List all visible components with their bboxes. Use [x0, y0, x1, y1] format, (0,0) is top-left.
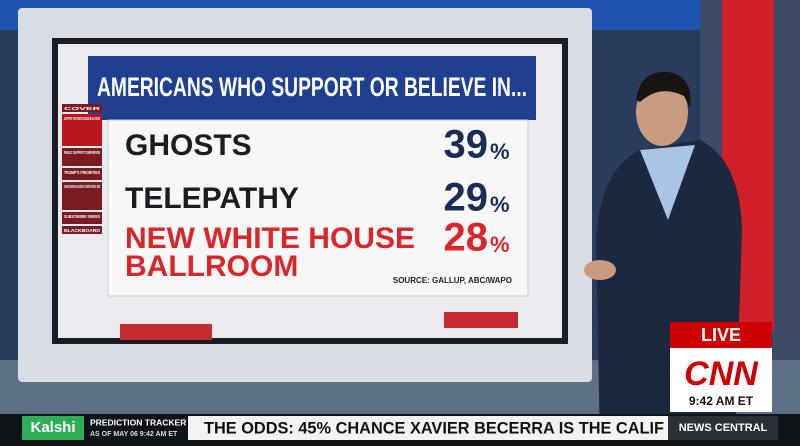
menu-item-bg: [62, 114, 102, 146]
menu-item-bg: [62, 104, 102, 112]
live-box: [670, 322, 772, 348]
menu-item: SUPPORT FOR WHITE HOUSE BALLROOM: [64, 116, 100, 121]
title-bar: [88, 56, 536, 120]
time: 9:42 AM ET: [689, 394, 754, 408]
presenter-shirt: [640, 145, 695, 220]
presenter-hands: [584, 260, 616, 280]
presenter-hair: [636, 71, 691, 108]
show: NEWS CENTRAL: [679, 422, 768, 434]
menu-item: BLACKBOARD: [64, 228, 101, 233]
menu-item: TRUMP'S PRIORITIES: [64, 170, 100, 175]
toolbar: [120, 324, 212, 340]
menu-item: COVER: [64, 106, 102, 111]
kalshi-box: [22, 416, 84, 440]
menu-item: CHANCE NEW BALLROOM IS COMPLETED BY 2028: [64, 184, 100, 189]
row-value: 29: [444, 176, 489, 220]
row-unit: %: [490, 139, 510, 164]
row-unit: %: [490, 192, 510, 217]
row-label: NEW WHITE HOUSE: [125, 222, 415, 255]
source: SOURCE: GALLUP, ABC/WAPO: [393, 276, 512, 285]
cnn-box: [670, 348, 772, 412]
ticker-as-of: AS OF MAY 06 9:42 AM ET: [90, 431, 178, 438]
menu-item-bg: [62, 182, 102, 210]
menu-item-bg: [62, 168, 102, 180]
row-label: BALLROOM: [125, 250, 298, 283]
cnn-logo: CNN: [684, 355, 759, 393]
card: [107, 119, 529, 297]
row-label: GHOSTS: [125, 129, 252, 162]
menu-item: SUBSCRIBER SERIES: [64, 214, 100, 219]
row-label: TELEPATHY: [125, 182, 299, 215]
headline: THE ODDS: 45% CHANCE XAVIER BECERRA IS T…: [204, 418, 664, 437]
rows: GHOSTS 39 % TELEPATHY 29 % NEW WHITE HOUSEBALL…: [125, 123, 510, 283]
menu-item-bg: [62, 212, 102, 224]
title: AMERICANS WHO SUPPORT OR BELIEVE IN...: [97, 72, 527, 102]
row-value: 28: [444, 216, 489, 260]
toolbar: [444, 312, 518, 328]
show-box: [668, 416, 778, 440]
row-value: 39: [444, 123, 489, 167]
headline-bar: [188, 416, 668, 440]
kalshi: Kalshi: [30, 419, 75, 436]
menu-item-bg: [62, 226, 102, 234]
menu-item-bg: [62, 148, 102, 166]
side-menu: COVER SUPPORT FOR WHITE HOUSE BALLROOM PUB…: [62, 104, 102, 234]
menu-item: PUBLIC SUPPORT COMPARISON: [64, 150, 100, 155]
row-unit: %: [490, 232, 510, 257]
ticker-label: PREDICTION TRACKER: [90, 417, 186, 427]
live: LIVE: [701, 325, 741, 345]
